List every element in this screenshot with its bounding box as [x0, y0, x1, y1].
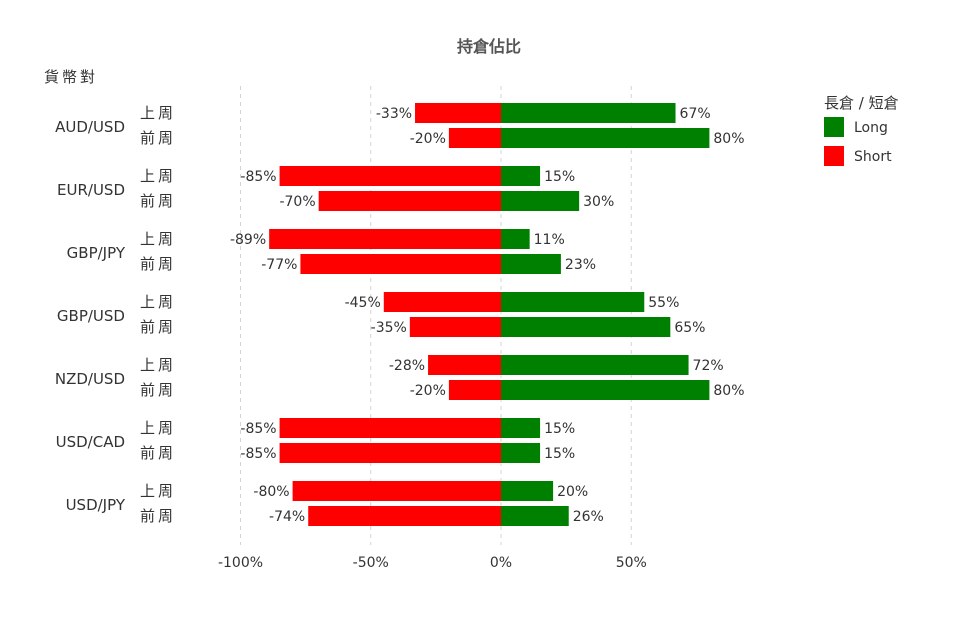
short-bar[interactable] — [448, 380, 501, 400]
period-label: 前周 — [140, 507, 176, 525]
long-bar[interactable] — [501, 506, 569, 526]
long-bar[interactable] — [501, 128, 710, 148]
long-value-label: 15% — [544, 169, 575, 185]
pair-label: USD/JPY — [66, 496, 126, 514]
long-bar[interactable] — [501, 443, 541, 463]
period-label: 前周 — [140, 129, 176, 147]
long-bar[interactable] — [501, 191, 580, 211]
long-value-label: 23% — [565, 257, 596, 273]
short-bar[interactable] — [409, 317, 501, 337]
period-label: 前周 — [140, 444, 176, 462]
long-value-label: 26% — [573, 509, 604, 525]
long-bar[interactable] — [501, 229, 530, 249]
long-value-label: 30% — [583, 194, 614, 210]
short-value-label: -35% — [371, 320, 407, 336]
short-value-label: -70% — [279, 194, 315, 210]
short-legend-label[interactable]: Short — [854, 149, 892, 165]
long-value-label: 72% — [693, 358, 724, 374]
short-bar[interactable] — [279, 166, 501, 186]
period-label: 上周 — [140, 104, 176, 122]
short-value-label: -45% — [345, 295, 381, 311]
pair-label: USD/CAD — [56, 433, 125, 451]
short-value-label: -85% — [240, 446, 276, 462]
long-bar[interactable] — [501, 418, 541, 438]
legend[interactable]: 長倉 / 短倉 Long Short — [824, 94, 899, 166]
row-axis-label: 貨幣對 — [44, 68, 98, 86]
short-bar[interactable] — [428, 355, 501, 375]
short-bar[interactable] — [448, 128, 501, 148]
long-value-label: 80% — [713, 383, 744, 399]
short-bar[interactable] — [279, 443, 501, 463]
long-value-label: 55% — [648, 295, 679, 311]
long-bar[interactable] — [501, 292, 645, 312]
long-value-label: 67% — [680, 106, 711, 122]
period-label: 上周 — [140, 293, 176, 311]
period-label: 上周 — [140, 230, 176, 248]
long-value-label: 15% — [544, 446, 575, 462]
short-value-label: -28% — [389, 358, 425, 374]
legend-title: 長倉 / 短倉 — [824, 94, 899, 112]
long-bar[interactable] — [501, 481, 554, 501]
period-label: 前周 — [140, 192, 176, 210]
long-legend-swatch[interactable] — [824, 117, 844, 137]
short-value-label: -80% — [253, 484, 289, 500]
pair-label: EUR/USD — [57, 181, 125, 199]
long-value-label: 15% — [544, 421, 575, 437]
period-label: 前周 — [140, 318, 176, 336]
long-bar[interactable] — [501, 166, 541, 186]
period-label: 前周 — [140, 381, 176, 399]
x-tick-label: -50% — [353, 555, 389, 571]
short-bar[interactable] — [383, 292, 501, 312]
period-label: 上周 — [140, 356, 176, 374]
short-value-label: -74% — [269, 509, 305, 525]
long-bar[interactable] — [501, 317, 671, 337]
period-label: 前周 — [140, 255, 176, 273]
period-label: 上周 — [140, 419, 176, 437]
long-legend-label[interactable]: Long — [854, 120, 888, 136]
short-value-label: -33% — [376, 106, 412, 122]
short-bar[interactable] — [415, 103, 501, 123]
short-bar[interactable] — [269, 229, 501, 249]
long-value-label: 65% — [674, 320, 705, 336]
chart-title: 持倉佔比 — [457, 37, 521, 56]
short-legend-swatch[interactable] — [824, 146, 844, 166]
grid-lines — [240, 86, 632, 545]
pair-label: GBP/USD — [57, 307, 125, 325]
short-bar[interactable] — [292, 481, 501, 501]
long-bar[interactable] — [501, 355, 689, 375]
long-value-label: 80% — [713, 131, 744, 147]
x-tick-label: 0% — [490, 555, 512, 571]
short-value-label: -85% — [240, 169, 276, 185]
period-label: 上周 — [140, 482, 176, 500]
labels-layer: AUD/USD 上周 -33% 67% 前周 -20% 80% EUR/USD 上周 -85% 15… — [55, 104, 745, 525]
x-tick-label: -100% — [218, 555, 263, 571]
long-value-label: 11% — [534, 232, 565, 248]
short-bar[interactable] — [318, 191, 501, 211]
long-bar[interactable] — [501, 380, 710, 400]
long-bar[interactable] — [501, 103, 676, 123]
short-bar[interactable] — [300, 254, 501, 274]
short-value-label: -77% — [261, 257, 297, 273]
short-bar[interactable] — [279, 418, 501, 438]
short-bar[interactable] — [308, 506, 501, 526]
pair-label: NZD/USD — [55, 370, 125, 388]
pair-label: AUD/USD — [55, 118, 125, 136]
x-tick-label: 50% — [616, 555, 647, 571]
long-bar[interactable] — [501, 254, 561, 274]
period-label: 上周 — [140, 167, 176, 185]
x-axis-ticks: -100% -50% 0% 50% — [218, 555, 647, 571]
short-value-label: -89% — [230, 232, 266, 248]
short-value-label: -20% — [410, 383, 446, 399]
long-value-label: 20% — [557, 484, 588, 500]
short-value-label: -85% — [240, 421, 276, 437]
short-value-label: -20% — [410, 131, 446, 147]
bars-layer — [269, 103, 710, 526]
pair-label: GBP/JPY — [67, 244, 126, 262]
